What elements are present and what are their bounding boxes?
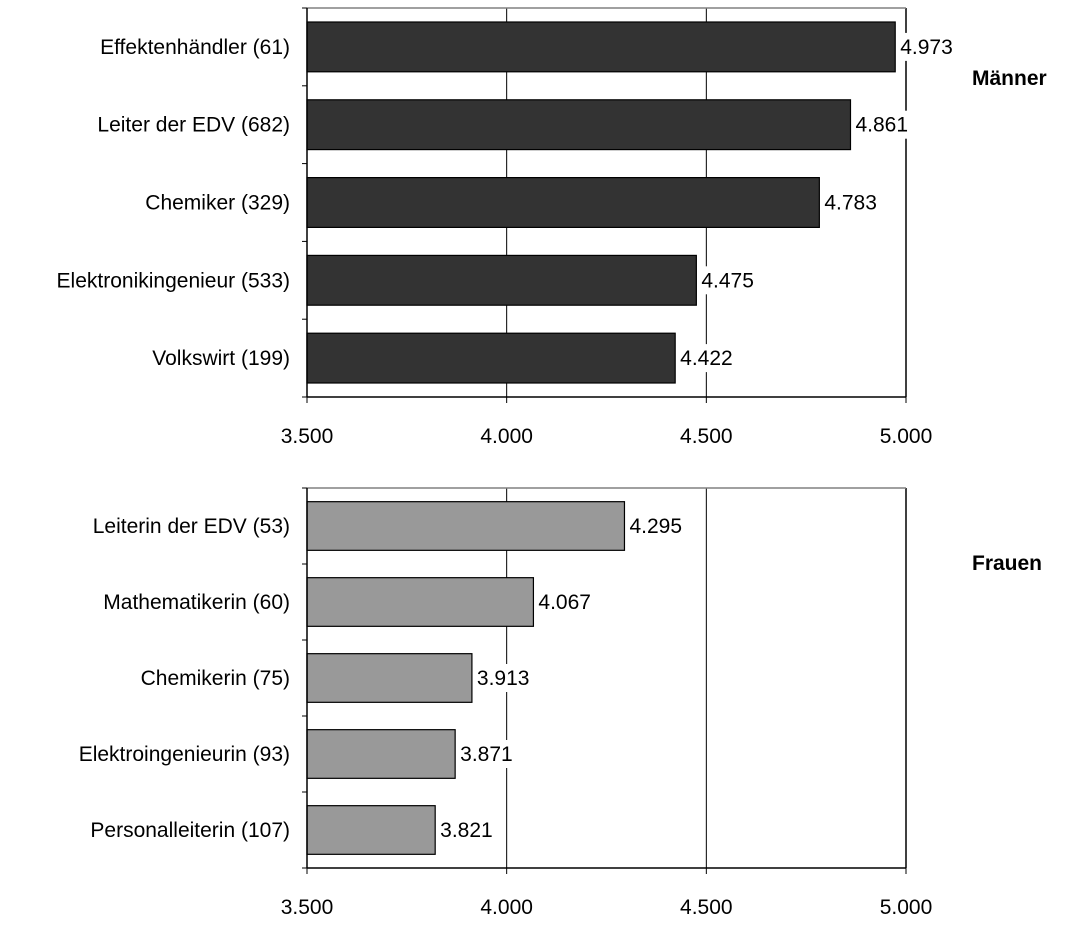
chart2-data-label: 3.821	[440, 819, 493, 842]
chart1-x-tick-label: 4.500	[680, 425, 733, 448]
chart2-category-label: Mathematikerin (60)	[103, 591, 290, 614]
chart2-x-tick-label: 3.500	[281, 896, 334, 919]
chart2-bar	[306, 805, 436, 855]
chart2-data-label-bg	[438, 816, 501, 844]
chart2-data-label-bg	[458, 740, 521, 768]
chart2-category-label: Elektroingenieurin (93)	[79, 743, 290, 766]
chart2-x-tick-label: 4.000	[480, 896, 533, 919]
chart2-panel-title: Frauen	[972, 552, 1042, 575]
chart1-data-label-bg	[678, 344, 741, 373]
chart1-panel-title: Männer	[972, 67, 1047, 90]
chart2-bar	[306, 577, 535, 627]
chart1-category-label: Effektenhändler (61)	[100, 36, 290, 59]
chart1-bar	[306, 99, 852, 151]
chart2-bar	[306, 501, 626, 551]
chart2-x-tick-label: 4.500	[680, 896, 733, 919]
chart1-x-tick-label: 4.000	[480, 425, 533, 448]
chart2-data-label: 4.067	[538, 591, 591, 614]
chart1-data-label: 4.973	[900, 36, 953, 59]
chart1-data-label-bg	[898, 32, 961, 61]
chart2-data-label: 4.295	[629, 515, 682, 538]
chart1-category-label: Volkswirt (199)	[152, 347, 290, 370]
chart1-category-label: Elektronikingenieur (533)	[57, 269, 290, 292]
chart1-bar	[306, 21, 896, 73]
chart1-data-label: 4.422	[680, 347, 733, 370]
chart2-data-label: 3.913	[477, 667, 530, 690]
chart2-category-label: Chemikerin (75)	[141, 667, 290, 690]
chart1-data-label-bg	[699, 266, 762, 295]
chart2-data-label: 3.871	[460, 743, 513, 766]
chart1-data-label: 4.861	[855, 114, 908, 137]
chart2-category-label: Leiterin der EDV (53)	[93, 515, 290, 538]
chart2-category-label: Personalleiterin (107)	[90, 819, 290, 842]
chart1-data-label-bg	[822, 188, 885, 217]
chart2-bar	[306, 729, 456, 779]
chart1-category-label: Leiter der EDV (682)	[97, 114, 290, 137]
chart1-category-label: Chemiker (329)	[145, 192, 290, 215]
chart1-x-tick-label: 3.500	[281, 425, 334, 448]
chart2-x-tick-label: 5.000	[880, 896, 933, 919]
chart1-bar	[306, 177, 820, 228]
chart1-data-label: 4.475	[701, 269, 754, 292]
chart1-x-tick-label: 5.000	[880, 425, 933, 448]
chart2-data-label-bg	[536, 588, 599, 616]
chart1-bar	[306, 254, 697, 306]
chart2-bar	[306, 653, 473, 703]
chart2-data-label-bg	[474, 664, 538, 692]
chart2-data-label-bg	[627, 512, 690, 540]
chart1-bar	[306, 332, 676, 384]
chart1-data-label: 4.783	[824, 192, 877, 215]
chart1-data-label-bg	[853, 110, 916, 139]
